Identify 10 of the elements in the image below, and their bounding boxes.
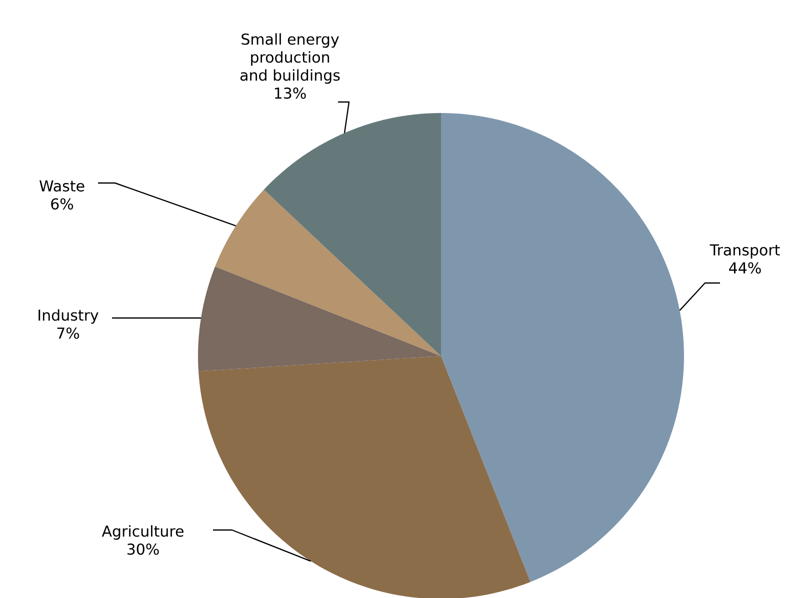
data-label: 6% — [51, 198, 74, 210]
data-label: 44% — [729, 262, 761, 274]
slice-label: Agriculture — [102, 525, 184, 540]
slice-label: Transport — [710, 244, 780, 258]
slice-label: Small energy production and buildings — [240, 33, 340, 84]
data-label: 30% — [127, 543, 159, 555]
slice-label: Industry — [38, 309, 98, 324]
slice-label: Waste — [40, 180, 84, 192]
data-label: 7% — [57, 327, 80, 339]
data-label: 13% — [274, 87, 306, 99]
